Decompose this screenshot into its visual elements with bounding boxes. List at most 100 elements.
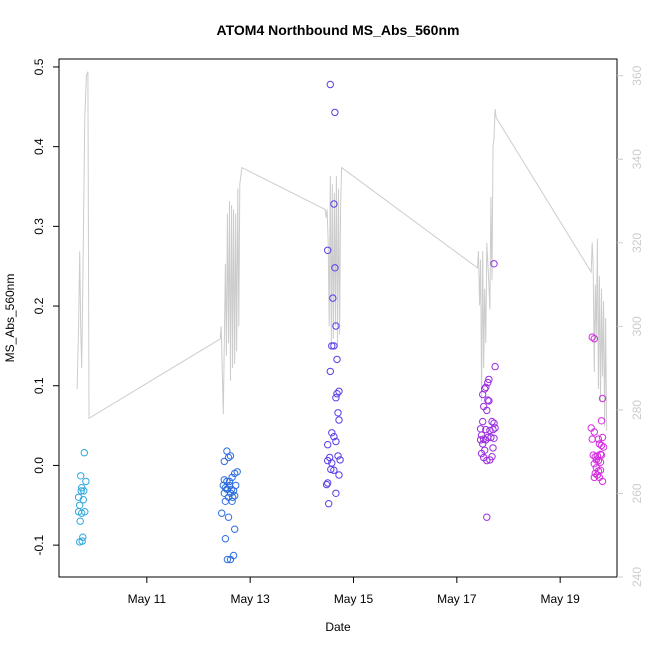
- data-point-2-7: [328, 342, 336, 350]
- data-point-2-5: [329, 294, 337, 302]
- data-point-1-6: [225, 477, 234, 486]
- y2-tick-label: 280: [630, 400, 644, 420]
- data-point-2-0: [326, 80, 334, 89]
- y2-tick-label: 320: [630, 232, 644, 252]
- data-point-4-0: [588, 333, 596, 341]
- y-tick-label: 0.5: [32, 58, 46, 75]
- data-point-3-32: [488, 453, 496, 461]
- data-point-0-15: [79, 496, 88, 504]
- data-point-2-1: [331, 108, 339, 117]
- data-point-4-20: [590, 460, 598, 468]
- data-point-0-14: [77, 487, 85, 495]
- data-point-2-9: [333, 355, 341, 364]
- data-point-3-26: [479, 440, 487, 448]
- y-tick-label: -0.1: [32, 534, 46, 555]
- data-point-2-12: [332, 394, 340, 402]
- data-point-4-24: [591, 469, 599, 478]
- data-point-2-2: [330, 200, 338, 208]
- data-point-3-15: [482, 425, 490, 434]
- data-point-2-6: [332, 322, 340, 330]
- data-point-4-16: [597, 451, 606, 459]
- data-point-4-7: [598, 433, 607, 442]
- data-point-2-28: [324, 479, 332, 487]
- data-point-0-12: [78, 537, 86, 545]
- data-point-0-5: [82, 477, 90, 486]
- y2-tick-label: 300: [630, 316, 644, 336]
- data-point-2-13: [335, 387, 343, 395]
- data-point-1-31: [229, 551, 238, 560]
- data-point-3-18: [491, 424, 499, 432]
- data-point-0-8: [81, 508, 89, 516]
- data-point-1-2: [226, 452, 235, 460]
- plot-frame: [58, 58, 618, 578]
- data-point-2-31: [325, 500, 333, 508]
- data-point-3-33: [489, 444, 497, 452]
- data-point-1-27: [231, 525, 239, 533]
- data-point-2-22: [324, 456, 332, 465]
- data-point-2-23: [327, 465, 335, 474]
- data-point-1-29: [223, 555, 232, 564]
- data-point-2-25: [334, 452, 342, 460]
- data-point-3-23: [487, 433, 495, 442]
- data-point-3-24: [490, 434, 498, 442]
- x-tick-label: May 15: [334, 592, 374, 606]
- x-tick-label: May 19: [540, 592, 580, 606]
- data-point-4-27: [590, 473, 598, 482]
- data-point-0-4: [80, 487, 88, 495]
- data-point-2-30: [332, 489, 340, 497]
- data-point-1-28: [221, 535, 230, 543]
- y-axis-label: MS_Abs_560nm: [3, 274, 17, 363]
- y-tick-label: 0.1: [32, 377, 46, 394]
- data-point-4-15: [596, 450, 605, 458]
- data-point-2-14: [334, 409, 342, 417]
- data-point-3-1: [491, 362, 499, 371]
- data-point-4-2: [598, 394, 607, 403]
- data-point-2-27: [335, 471, 343, 479]
- data-point-1-7: [228, 473, 236, 482]
- data-point-3-4: [484, 378, 492, 387]
- y2-tick-label: 240: [630, 567, 644, 587]
- data-point-1-20: [228, 493, 237, 501]
- x-tick-label: May 17: [437, 592, 477, 606]
- data-point-1-14: [227, 485, 236, 493]
- data-point-4-3: [597, 417, 606, 425]
- data-point-2-17: [330, 433, 338, 441]
- x-tick-label: May 11: [128, 592, 167, 606]
- data-point-2-29: [322, 480, 331, 489]
- data-point-3-3: [482, 383, 490, 391]
- data-point-4-10: [599, 443, 608, 451]
- data-point-3-0: [490, 260, 498, 268]
- chart-title: ATOM4 Northbound MS_Abs_560nm: [217, 22, 460, 38]
- data-point-3-7: [484, 396, 492, 404]
- data-point-2-24: [330, 466, 338, 474]
- data-point-3-17: [489, 425, 497, 434]
- data-point-1-3: [224, 453, 233, 462]
- data-point-3-25: [476, 436, 485, 444]
- data-point-2-8: [330, 342, 338, 350]
- data-point-3-19: [477, 431, 486, 439]
- data-point-1-24: [228, 497, 236, 505]
- y2-tick-label: 340: [630, 149, 644, 169]
- y-tick-label: 0.4: [32, 138, 46, 155]
- data-point-0-9: [76, 517, 84, 525]
- x-tick-label: May 13: [230, 592, 270, 606]
- data-point-3-30: [483, 456, 491, 465]
- data-point-4-11: [588, 435, 596, 443]
- data-point-2-19: [324, 441, 332, 449]
- y-tick-label: 0.2: [32, 297, 46, 314]
- data-point-2-11: [333, 390, 341, 398]
- y2-tick-label: 260: [630, 483, 644, 503]
- y2-tick-label: 360: [630, 65, 644, 85]
- data-point-3-34: [483, 513, 491, 521]
- data-point-0-13: [80, 449, 89, 457]
- data-point-1-9: [233, 468, 241, 476]
- data-point-3-28: [477, 449, 486, 458]
- data-point-2-3: [324, 246, 332, 255]
- data-point-4-5: [590, 428, 598, 436]
- data-point-2-4: [331, 264, 339, 272]
- data-point-3-2: [485, 375, 493, 384]
- x-axis-label: Date: [325, 620, 351, 634]
- data-point-3-12: [488, 417, 496, 426]
- data-point-1-0: [220, 457, 229, 466]
